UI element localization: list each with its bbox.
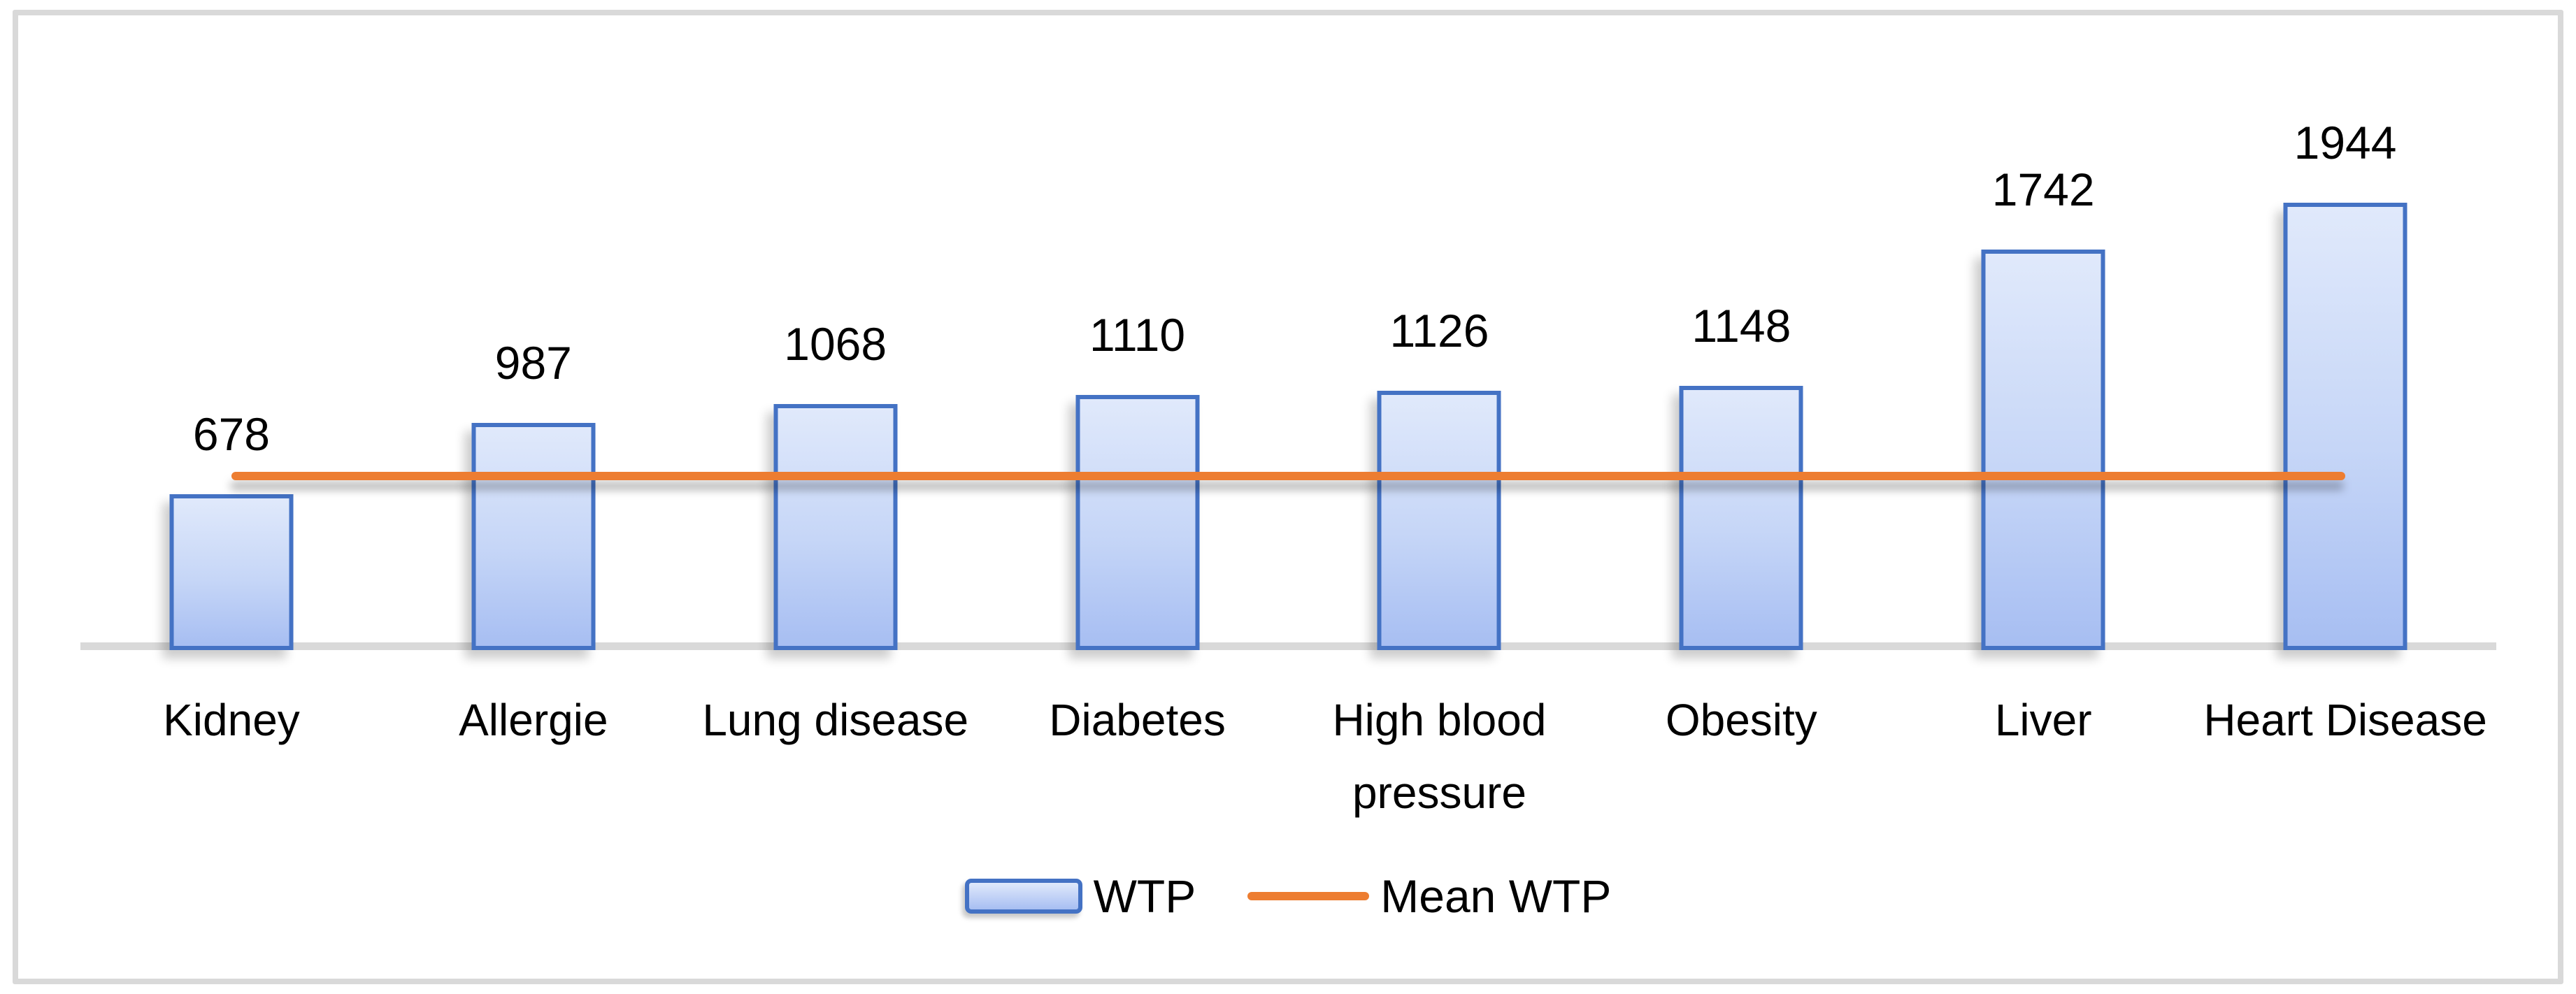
wtp-bar (1377, 391, 1501, 650)
bar-slot: 1944 (2194, 0, 2496, 650)
bar-value-label: 1068 (784, 318, 887, 370)
wtp-bar (2283, 203, 2407, 650)
category-label-text: High blood pressure (1332, 695, 1547, 818)
bar-slot: 1148 (1590, 0, 1892, 650)
bar-slot: 1110 (987, 0, 1289, 650)
bar-value-label: 678 (192, 408, 270, 460)
category-label-text: Allergie (459, 695, 608, 745)
category-label: Diabetes (987, 684, 1289, 829)
category-label: Lung disease (685, 684, 987, 829)
wtp-bar (1981, 250, 2105, 650)
bar-value-label: 1742 (1991, 164, 2095, 215)
bar-value-label: 1148 (1691, 300, 1791, 352)
bar-slot: 1126 (1289, 0, 1591, 650)
wtp-bar-swatch-icon (964, 879, 1082, 914)
category-label: Allergie (382, 684, 685, 829)
category-label: Kidney (80, 684, 382, 829)
legend-item-mean-wtp: Mean WTP (1247, 861, 1611, 931)
category-label-text: Heart Disease (2203, 695, 2487, 745)
legend: WTP Mean WTP (0, 861, 2576, 931)
wtp-bar (1679, 386, 1803, 650)
mean-wtp-line (231, 472, 2345, 480)
wtp-bar (169, 494, 294, 650)
bar-slot: 678 (80, 0, 382, 650)
bar-slot: 987 (382, 0, 685, 650)
bars-row: 678 987 1068 1110 1126 1148 1742 1944 (80, 0, 2496, 650)
category-label-text: Lung disease (702, 695, 969, 745)
bar-value-label: 1126 (1389, 305, 1489, 356)
category-label-text: Kidney (163, 695, 300, 745)
category-label-text: Diabetes (1049, 695, 1226, 745)
category-axis-labels: Kidney Allergie Lung disease Diabetes Hi… (80, 684, 2496, 829)
bar-value-label: 987 (494, 337, 572, 389)
legend-label-mean-wtp: Mean WTP (1380, 870, 1612, 922)
bar-value-label: 1110 (1089, 309, 1186, 361)
bar-slot: 1068 (685, 0, 987, 650)
category-label: High blood pressure (1289, 684, 1591, 829)
wtp-bar (1075, 395, 1200, 650)
category-label: Heart Disease (2194, 684, 2496, 829)
category-label: Obesity (1590, 684, 1892, 829)
wtp-bar (471, 423, 596, 650)
wtp-bar (773, 404, 898, 650)
mean-wtp-line-swatch-icon (1247, 892, 1370, 900)
legend-item-wtp: WTP (964, 861, 1196, 931)
legend-label-wtp: WTP (1093, 870, 1196, 922)
bar-value-label: 1944 (2294, 117, 2397, 168)
category-label-text: Liver (1994, 695, 2092, 745)
bar-slot: 1742 (1892, 0, 2194, 650)
category-label: Liver (1892, 684, 2194, 829)
x-axis-line (80, 642, 2496, 650)
category-label-text: Obesity (1665, 695, 1817, 745)
